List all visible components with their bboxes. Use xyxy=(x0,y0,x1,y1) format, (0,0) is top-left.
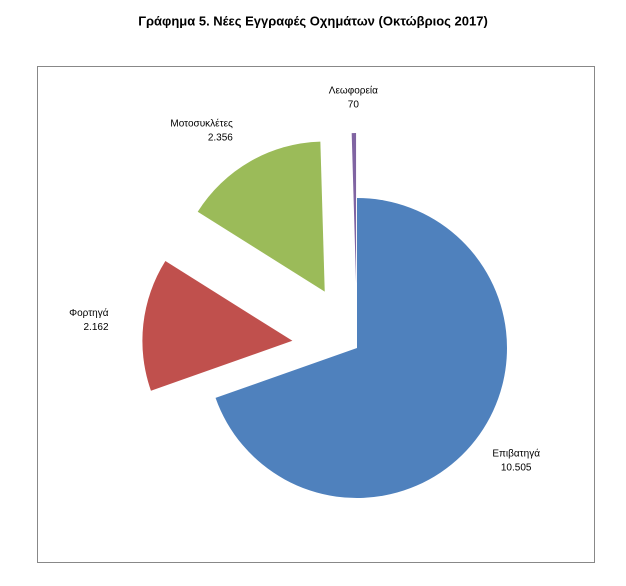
pie-slice xyxy=(197,141,325,292)
slice-value: 2.162 xyxy=(84,322,109,333)
slice-value: 70 xyxy=(348,100,360,111)
pie-slice xyxy=(142,261,293,391)
slice-value: 2.356 xyxy=(208,133,233,144)
slice-value: 10.505 xyxy=(501,462,532,473)
pie-slice xyxy=(215,198,508,499)
slice-label: Επιβατηγά xyxy=(492,447,540,459)
slice-label: Μοτοσυκλέτες xyxy=(170,118,233,130)
slice-label: Λεωφορεία xyxy=(329,85,378,97)
pie-slice xyxy=(351,133,357,284)
chart-title: Γράφημα 5. Νέες Εγγραφές Οχημάτων (Οκτώβ… xyxy=(138,13,488,28)
slice-label: Φορτηγά xyxy=(69,307,109,319)
plot-border xyxy=(37,66,595,563)
